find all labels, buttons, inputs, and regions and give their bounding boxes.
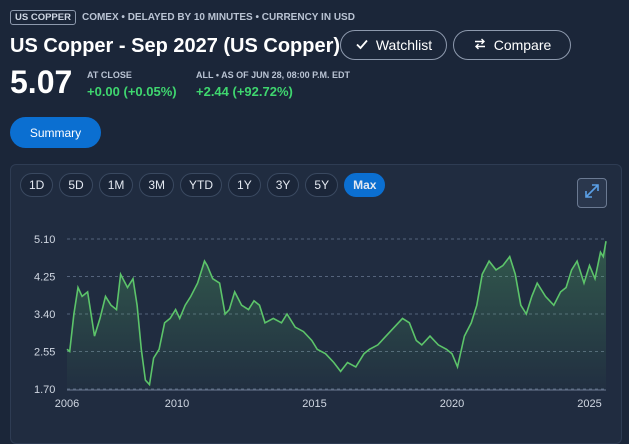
y-tick-label: 1.70 — [34, 384, 55, 396]
range-max[interactable]: Max — [344, 173, 386, 197]
x-tick-label: 2015 — [302, 398, 326, 410]
x-tick-label: 2006 — [55, 398, 79, 410]
price-chart: 5.10 4.25 3.40 2.55 1.70 2006 2010 2015 2020 202… — [34, 234, 607, 410]
watchlist-label: Watchlist — [375, 37, 433, 53]
compare-button[interactable]: Compare — [453, 30, 571, 60]
close-label: AT CLOSE — [87, 70, 132, 80]
x-tick-label: 2025 — [577, 398, 601, 410]
range-1y[interactable]: 1Y — [228, 173, 261, 197]
range-5y[interactable]: 5Y — [305, 173, 339, 197]
last-price: 5.07 — [10, 64, 73, 100]
range-selector: 1D 5D 1M 3M YTD 1Y 3Y 5Y Max — [20, 173, 386, 197]
expand-chart-button[interactable] — [577, 178, 607, 208]
range-1d[interactable]: 1D — [20, 173, 54, 197]
x-tick-label: 2010 — [165, 398, 189, 410]
all-change: +2.44 (+92.72%) — [196, 84, 293, 99]
quote-meta-row: US COPPER COMEX • DELAYED BY 10 MINUTES … — [10, 10, 355, 25]
symbol-badge[interactable]: US COPPER — [10, 10, 76, 25]
all-label: ALL • AS OF JUN 28, 08:00 P.M. EDT — [196, 70, 351, 80]
expand-diagonal-icon — [583, 182, 601, 205]
swap-arrows-icon — [473, 37, 487, 54]
watchlist-button[interactable]: Watchlist — [340, 30, 447, 60]
range-3y[interactable]: 3Y — [266, 173, 300, 197]
y-tick-label: 4.25 — [34, 272, 55, 284]
page-title: US Copper - Sep 2027 (US Copper) — [10, 35, 341, 57]
x-axis: 2006 2010 2015 2020 2025 — [55, 389, 606, 410]
exchange-meta: COMEX • DELAYED BY 10 MINUTES • CURRENCY… — [81, 12, 355, 23]
range-ytd[interactable]: YTD — [180, 173, 223, 197]
compare-label: Compare — [493, 37, 552, 53]
y-axis: 5.10 4.25 3.40 2.55 1.70 — [34, 234, 55, 396]
y-tick-label: 2.55 — [34, 347, 55, 359]
summary-tab[interactable]: Summary — [10, 117, 101, 148]
price-area — [67, 241, 606, 389]
checkmark-icon — [355, 37, 369, 54]
range-5d[interactable]: 5D — [59, 173, 93, 197]
price-line — [66, 241, 607, 387]
close-change: +0.00 (+0.05%) — [87, 84, 177, 99]
y-tick-label: 5.10 — [34, 234, 55, 246]
range-3m[interactable]: 3M — [139, 173, 175, 197]
range-1m[interactable]: 1M — [98, 173, 134, 197]
y-tick-label: 3.40 — [34, 309, 55, 321]
x-tick-label: 2020 — [440, 398, 464, 410]
